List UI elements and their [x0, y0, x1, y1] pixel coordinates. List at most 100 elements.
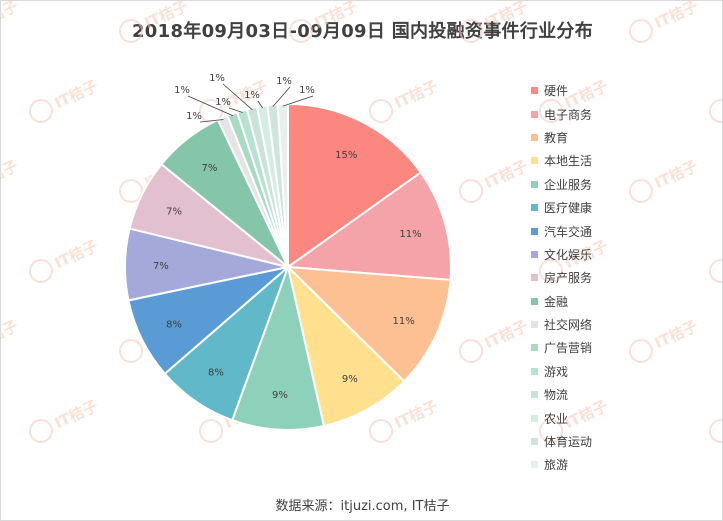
leader-line: [228, 107, 243, 113]
legend-item: 文化娱乐: [531, 243, 592, 266]
watermark: IT桔子: [29, 77, 101, 123]
watermark: IT桔子: [119, 1, 191, 43]
svg-text:IT桔子: IT桔子: [392, 77, 441, 113]
leader-line: [187, 95, 234, 117]
slice-label: 9%: [342, 374, 358, 385]
svg-text:IT桔子: IT桔子: [1, 157, 21, 193]
legend-swatch: [531, 321, 538, 329]
slice-label: 15%: [335, 150, 357, 161]
slice-label: 7%: [166, 207, 182, 218]
watermark: IT桔子: [1, 1, 21, 32]
legend-item: 电子商务: [531, 102, 592, 125]
watermark: IT桔子: [29, 397, 101, 443]
legend-label: 游戏: [544, 364, 569, 379]
legend-label: 教育: [544, 130, 569, 145]
svg-text:IT桔子: IT桔子: [482, 317, 531, 353]
slice-label: 9%: [272, 390, 288, 401]
slice-label: 7%: [201, 163, 217, 174]
slice-label: 8%: [166, 319, 182, 330]
leader-line: [282, 95, 314, 107]
legend-item: 企业服务: [531, 173, 592, 196]
watermark: IT桔子: [1, 157, 21, 193]
slice-label: 1%: [174, 85, 190, 96]
legend-swatch: [531, 438, 538, 446]
legend-item: 广告营销: [531, 336, 592, 359]
legend-item: 硬件: [531, 79, 592, 102]
pie-slice: [285, 171, 452, 281]
leader-line: [199, 119, 224, 123]
legend-label: 文化娱乐: [544, 247, 593, 262]
leader-line: [222, 83, 253, 111]
legend-label: 体育运动: [544, 435, 593, 450]
legend-item: 金融: [531, 290, 592, 313]
legend-label: 金融: [544, 294, 569, 309]
slice-label: 1%: [215, 97, 231, 108]
legend-label: 医疗健康: [544, 201, 593, 216]
svg-text:IT桔子: IT桔子: [482, 157, 531, 193]
leader-line: [272, 86, 291, 107]
legend-swatch: [531, 133, 538, 141]
legend-swatch: [531, 274, 538, 282]
legend-swatch: [531, 297, 538, 305]
watermark: IT桔子: [629, 157, 701, 203]
legend-label: 广告营销: [544, 341, 593, 356]
slice-label: 1%: [299, 85, 315, 96]
pie-slice: [285, 265, 452, 383]
legend-swatch: [531, 414, 538, 422]
svg-text:IT桔子: IT桔子: [652, 317, 701, 353]
svg-text:IT桔子: IT桔子: [652, 1, 701, 32]
pie-slice: [230, 263, 326, 431]
svg-text:IT桔子: IT桔子: [392, 397, 441, 433]
svg-text:IT桔子: IT桔子: [652, 157, 701, 193]
legend-label: 房产服务: [544, 271, 593, 286]
pie-slices: [124, 102, 452, 431]
chart-legend: 硬件电子商务教育本地生活企业服务医疗健康汽车交通文化娱乐房产服务金融社交网络广告…: [531, 79, 592, 477]
slice-label: 7%: [153, 261, 169, 272]
leader-lines: [187, 83, 314, 123]
legend-swatch: [531, 180, 538, 188]
legend-swatch: [531, 227, 538, 235]
watermark: IT桔子: [709, 259, 722, 283]
pie-slice: [287, 102, 423, 269]
legend-label: 旅游: [544, 458, 569, 473]
slice-label: 1%: [276, 76, 292, 87]
legend-item: 农业: [531, 406, 592, 429]
legend-label: 社交网络: [544, 318, 593, 333]
watermark: IT桔子: [29, 237, 101, 283]
leader-line: [257, 100, 263, 109]
slice-label: 8%: [208, 368, 224, 379]
svg-text:IT桔子: IT桔子: [482, 1, 531, 32]
data-source: 数据来源：itjuzi.com, IT桔子: [275, 499, 450, 514]
legend-label: 本地生活: [544, 154, 593, 169]
legend-swatch: [531, 87, 538, 95]
svg-text:IT桔子: IT桔子: [1, 317, 21, 353]
legend-label: 物流: [544, 388, 569, 403]
svg-text:IT桔子: IT桔子: [52, 77, 101, 113]
watermark: IT桔子: [459, 1, 531, 43]
slice-label: 11%: [399, 229, 421, 240]
pie-slice: [286, 263, 406, 428]
chart-title: 2018年09月03日-09月09日 国内投融资事件行业分布: [131, 21, 594, 42]
legend-swatch: [531, 157, 538, 165]
legend-item: 物流: [531, 383, 592, 406]
legend-label: 汽车交通: [544, 224, 593, 239]
watermark: IT桔子: [629, 317, 701, 363]
slice-labels: 15% 11% 11% 9% 9% 8% 8% 7% 7% 7% 1% 1% 1% 1% 1% 1% 1%: [153, 73, 422, 401]
legend-item: 房产服务: [531, 266, 592, 289]
watermark: IT桔子: [709, 99, 722, 123]
legend-label: 企业服务: [544, 177, 593, 192]
legend-item: 本地生活: [531, 149, 592, 172]
legend-item: 体育运动: [531, 430, 592, 453]
svg-text:IT桔子: IT桔子: [312, 1, 361, 32]
legend-swatch: [531, 367, 538, 375]
watermark: IT桔子: [629, 1, 701, 43]
legend-label: 硬件: [544, 84, 569, 99]
slice-label: 11%: [393, 316, 415, 327]
legend-swatch: [531, 110, 538, 118]
svg-text:IT桔子: IT桔子: [52, 237, 101, 273]
watermark: IT桔子: [1, 317, 21, 353]
legend-swatch: [531, 250, 538, 258]
legend-item: 汽车交通: [531, 219, 592, 242]
